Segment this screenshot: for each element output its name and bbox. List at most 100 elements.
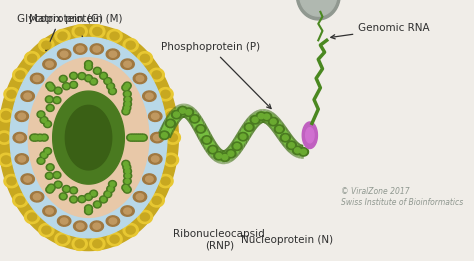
Polygon shape <box>84 61 92 68</box>
Polygon shape <box>47 84 55 91</box>
Polygon shape <box>16 134 24 141</box>
Polygon shape <box>143 91 156 101</box>
Polygon shape <box>109 88 117 95</box>
Polygon shape <box>71 74 76 78</box>
Polygon shape <box>264 114 270 119</box>
Polygon shape <box>161 177 170 185</box>
Polygon shape <box>16 71 25 79</box>
Polygon shape <box>124 96 132 103</box>
Polygon shape <box>84 205 92 212</box>
Polygon shape <box>47 174 52 178</box>
Polygon shape <box>48 106 53 110</box>
Polygon shape <box>122 184 130 191</box>
Polygon shape <box>246 124 252 130</box>
Polygon shape <box>126 97 130 102</box>
Polygon shape <box>123 164 131 171</box>
Polygon shape <box>306 128 314 143</box>
Polygon shape <box>125 169 130 173</box>
Polygon shape <box>63 83 71 90</box>
Polygon shape <box>101 74 106 78</box>
Polygon shape <box>234 144 240 149</box>
Polygon shape <box>1 111 10 119</box>
Polygon shape <box>126 226 135 234</box>
Polygon shape <box>91 79 96 84</box>
Polygon shape <box>296 0 340 20</box>
Polygon shape <box>36 134 44 141</box>
Polygon shape <box>70 72 78 79</box>
Polygon shape <box>84 208 92 215</box>
Polygon shape <box>165 119 175 128</box>
Polygon shape <box>104 191 112 198</box>
Polygon shape <box>125 187 129 192</box>
Polygon shape <box>126 41 135 49</box>
Polygon shape <box>122 160 130 167</box>
Polygon shape <box>292 146 302 155</box>
Polygon shape <box>46 164 54 171</box>
Polygon shape <box>125 92 129 96</box>
Polygon shape <box>137 52 153 65</box>
Polygon shape <box>173 112 180 117</box>
Polygon shape <box>55 173 59 177</box>
Polygon shape <box>130 135 135 140</box>
Polygon shape <box>15 111 28 121</box>
Polygon shape <box>49 86 54 90</box>
Polygon shape <box>39 159 43 163</box>
Polygon shape <box>190 115 200 123</box>
Polygon shape <box>149 68 164 81</box>
Polygon shape <box>47 97 52 102</box>
Polygon shape <box>64 187 69 191</box>
Polygon shape <box>93 46 100 52</box>
Polygon shape <box>71 83 76 87</box>
Polygon shape <box>93 223 100 229</box>
Polygon shape <box>183 108 194 116</box>
Polygon shape <box>13 68 28 81</box>
Polygon shape <box>137 134 145 141</box>
Polygon shape <box>238 132 248 141</box>
Polygon shape <box>198 126 204 132</box>
Polygon shape <box>27 213 36 221</box>
Polygon shape <box>232 142 242 151</box>
Polygon shape <box>7 90 16 98</box>
Polygon shape <box>0 131 12 144</box>
Polygon shape <box>18 156 26 162</box>
Polygon shape <box>152 196 161 204</box>
Polygon shape <box>281 133 291 142</box>
Polygon shape <box>42 135 46 140</box>
Polygon shape <box>53 91 124 184</box>
Text: Phosphoprotein (P): Phosphoprotein (P) <box>161 43 271 109</box>
Polygon shape <box>110 235 119 243</box>
Polygon shape <box>154 134 161 141</box>
Polygon shape <box>30 134 38 141</box>
Polygon shape <box>39 112 43 116</box>
Polygon shape <box>128 135 133 140</box>
Polygon shape <box>93 201 101 208</box>
Polygon shape <box>75 240 84 248</box>
Polygon shape <box>123 186 131 193</box>
Polygon shape <box>53 171 61 179</box>
Polygon shape <box>0 109 14 122</box>
Polygon shape <box>4 174 19 188</box>
Polygon shape <box>61 77 65 81</box>
Polygon shape <box>123 223 138 237</box>
Polygon shape <box>24 176 31 182</box>
Polygon shape <box>110 89 115 93</box>
Polygon shape <box>123 39 138 52</box>
Polygon shape <box>125 179 129 183</box>
Polygon shape <box>90 221 103 232</box>
Polygon shape <box>39 39 54 52</box>
Polygon shape <box>220 153 230 161</box>
Polygon shape <box>95 202 100 206</box>
Polygon shape <box>72 25 87 38</box>
Polygon shape <box>63 186 71 193</box>
Polygon shape <box>165 131 181 144</box>
Polygon shape <box>31 135 36 140</box>
Text: Polymerase (L): Polymerase (L) <box>0 260 1 261</box>
Polygon shape <box>180 108 185 113</box>
Polygon shape <box>55 98 59 102</box>
Polygon shape <box>73 44 87 54</box>
Polygon shape <box>80 197 84 201</box>
Polygon shape <box>4 87 19 101</box>
Polygon shape <box>107 29 122 43</box>
Polygon shape <box>42 153 46 157</box>
Polygon shape <box>289 143 294 148</box>
